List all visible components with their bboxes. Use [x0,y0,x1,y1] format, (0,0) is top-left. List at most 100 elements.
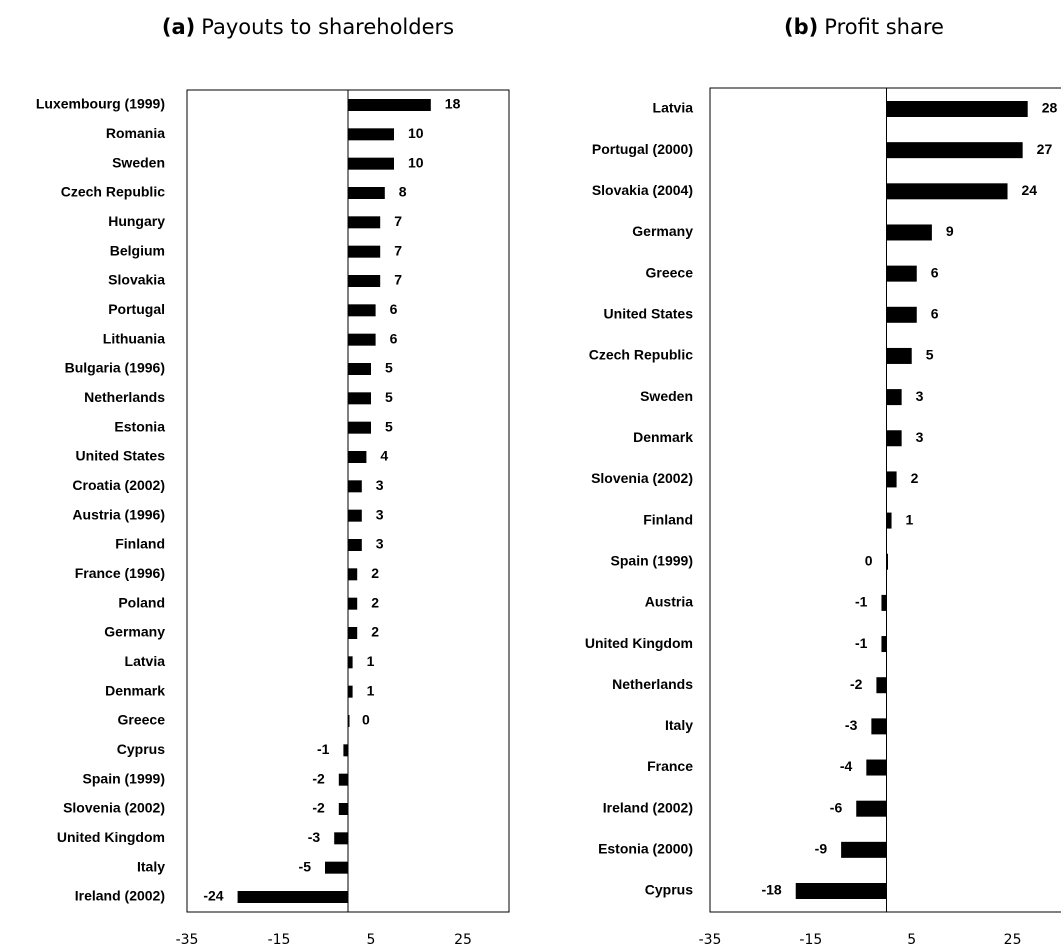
bar [348,539,362,551]
value-label: 8 [399,184,407,200]
category-label: Luxembourg (1999) [36,96,165,112]
bar [348,304,376,317]
bar [348,509,362,522]
category-label: Hungary [108,213,165,229]
x-tick-label: 5 [367,932,376,947]
bar [881,594,887,611]
bar [348,333,376,346]
value-label: 2 [911,470,919,486]
value-label: 7 [394,272,402,288]
panel-label: (a) [162,15,195,39]
x-tick-label: -15 [799,932,822,947]
value-label: -2 [312,770,325,786]
bar [348,157,394,170]
value-label: -3 [308,829,321,845]
bar [866,759,887,776]
category-label: Estonia [114,418,165,434]
chart-title: (a) Payouts to shareholders [162,15,454,39]
x-tick-label: 5 [907,932,916,947]
bar [886,430,902,447]
category-label: Slovenia (2002) [591,470,693,486]
value-label: 5 [385,418,393,434]
bar [886,265,917,282]
x-tick-label: -35 [176,932,199,947]
value-label: 0 [362,712,370,728]
category-label: Spain (1999) [611,552,693,568]
bar [325,861,348,874]
category-label: France [647,758,693,774]
bar [881,636,887,653]
category-label: Slovakia (2004) [592,182,693,198]
category-label: Bulgaria (1996) [65,360,165,376]
value-label: 2 [371,624,379,640]
value-label: -24 [203,888,223,904]
category-label: Denmark [105,682,165,698]
bar [348,627,358,639]
value-label: 10 [408,125,424,141]
category-label: Sweden [112,154,165,170]
category-label: Germany [632,223,693,239]
category-label: Czech Republic [61,184,165,200]
category-label: United Kingdom [585,635,693,651]
value-label: -9 [815,841,828,857]
category-label: Denmark [633,429,693,445]
bar [348,216,381,229]
bar [348,656,353,669]
category-label: Spain (1999) [83,770,165,786]
value-label: 5 [385,360,393,376]
category-label: Czech Republic [589,347,693,363]
x-tick-label: -35 [699,932,722,947]
value-label: -5 [299,858,312,874]
bar [886,553,888,570]
value-label: 6 [390,330,398,346]
bar [348,187,385,199]
bar [348,715,350,727]
bar [348,568,358,581]
category-label: Estonia (2000) [598,841,693,857]
category-label: Italy [665,717,693,733]
value-label: 28 [1042,100,1058,116]
value-label: 4 [380,448,388,464]
value-label: 3 [376,506,384,522]
value-label: 6 [931,264,939,280]
bar [348,363,371,375]
value-label: -2 [312,800,325,816]
value-label: -4 [840,758,853,774]
category-label: Netherlands [84,389,165,405]
value-label: 1 [906,511,914,527]
value-label: 3 [376,477,384,493]
value-label: 3 [376,536,384,552]
category-label: Poland [118,594,165,610]
value-label: 3 [916,429,924,445]
title-text: Profit share [824,15,944,39]
category-label: Finland [643,511,693,527]
bar [886,347,912,364]
value-label: 9 [946,223,954,239]
category-label: Latvia [125,653,166,669]
bar [795,883,887,899]
bar [886,389,902,406]
bar [348,685,353,698]
category-label: Italy [137,858,165,874]
value-label: 10 [408,154,424,170]
title-text: Payouts to shareholders [201,15,454,39]
value-label: 2 [371,565,379,581]
category-label: Croatia (2002) [72,477,165,493]
x-tick-label: 25 [454,932,472,947]
bar [886,512,892,529]
value-label: 5 [926,347,934,363]
bar [348,275,381,287]
category-label: Germany [104,624,165,640]
bar [348,421,371,434]
category-label: Slovakia [108,272,165,288]
bar [348,451,367,463]
category-label: Portugal [108,301,165,317]
bar [876,677,887,694]
chart-title: (b) Profit share [784,15,944,39]
x-tick-label: 25 [1004,932,1022,947]
bar [856,800,887,817]
category-label: Latvia [653,100,694,116]
category-label: Cyprus [645,882,693,898]
category-label: Romania [106,125,165,141]
